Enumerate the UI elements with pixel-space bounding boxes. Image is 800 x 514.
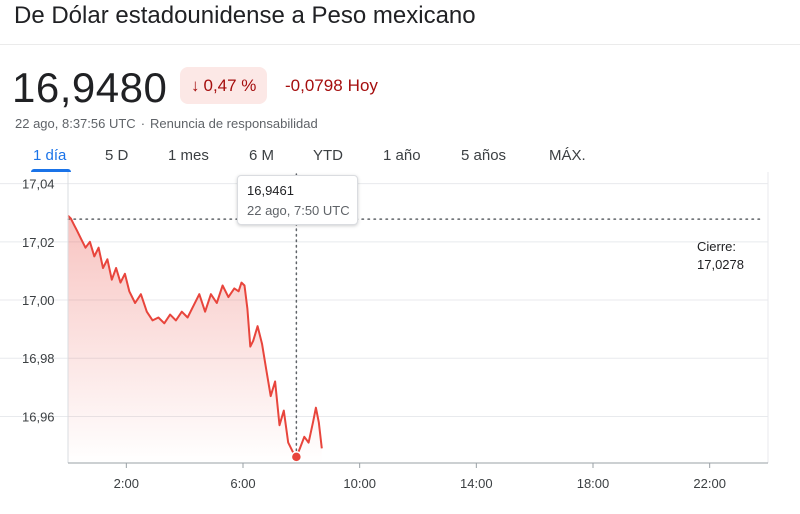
change-percent-badge: ↓ 0,47 % bbox=[180, 67, 268, 104]
x-tick-label: 14:00 bbox=[460, 476, 493, 491]
arrow-down-icon: ↓ bbox=[191, 76, 200, 95]
title-divider bbox=[0, 44, 800, 45]
price-meta: 22 ago, 8:37:56 UTC · Renuncia de responsa… bbox=[15, 116, 318, 131]
time-range-tabs: 1 día 5 D 1 mes 6 M YTD 1 año 5 años MÁX… bbox=[0, 142, 800, 172]
x-tick-label: 10:00 bbox=[343, 476, 376, 491]
y-tick-label: 16,98 bbox=[22, 351, 55, 366]
tab-max[interactable]: MÁX. bbox=[549, 147, 586, 164]
price-timestamp: 22 ago, 8:37:56 UTC bbox=[15, 116, 136, 131]
change-percent-value: 0,47 % bbox=[203, 75, 257, 95]
current-price: 16,9480 bbox=[12, 64, 168, 111]
x-tick-label: 22:00 bbox=[693, 476, 726, 491]
tooltip-price: 16,9461 bbox=[247, 183, 294, 198]
hover-point bbox=[290, 451, 303, 463]
previous-close-title: Cierre: bbox=[697, 239, 737, 254]
tab-1-year[interactable]: 1 año bbox=[383, 147, 421, 164]
previous-close-label: Cierre: 17,0278 bbox=[697, 238, 744, 274]
tooltip-time: 22 ago, 7:50 UTC bbox=[247, 203, 350, 218]
y-tick-label: 17,04 bbox=[22, 177, 55, 192]
x-tick-label: 6:00 bbox=[230, 476, 255, 491]
meta-separator: · bbox=[140, 116, 146, 131]
page-title: De Dólar estadounidense a Peso mexicano bbox=[14, 2, 476, 29]
y-tick-label: 17,00 bbox=[22, 293, 55, 308]
tab-6-months[interactable]: 6 M bbox=[249, 147, 275, 164]
tab-5-days[interactable]: 5 D bbox=[105, 147, 129, 164]
price-chart[interactable]: 16,96 16,98 17,00 17,02 17,04 2:00 6:00 10:00 14… bbox=[0, 172, 800, 514]
series-line bbox=[67, 214, 323, 458]
tab-ytd[interactable]: YTD bbox=[313, 147, 343, 164]
price-chart-svg: 16,96 16,98 17,00 17,02 17,04 2:00 6:00 10:00 14… bbox=[0, 172, 769, 491]
x-tick-label: 2:00 bbox=[114, 476, 139, 491]
tab-1-month[interactable]: 1 mes bbox=[168, 147, 209, 164]
change-period-label: Hoy bbox=[347, 76, 378, 95]
hover-tooltip: 16,9461 22 ago, 7:50 UTC bbox=[237, 175, 358, 225]
y-tick-label: 17,02 bbox=[22, 235, 55, 250]
tab-5-years[interactable]: 5 años bbox=[461, 147, 507, 164]
tab-1-day[interactable]: 1 día bbox=[33, 147, 67, 164]
series-area bbox=[68, 215, 322, 463]
disclaimer-link[interactable]: Renuncia de responsabilidad bbox=[150, 116, 318, 131]
change-absolute: -0,0798 Hoy bbox=[285, 76, 378, 96]
x-tick-label: 18:00 bbox=[577, 476, 610, 491]
active-tab-indicator bbox=[31, 169, 71, 172]
change-absolute-value: -0,0798 bbox=[285, 76, 343, 95]
previous-close-value: 17,0278 bbox=[697, 257, 744, 272]
y-tick-label: 16,96 bbox=[22, 409, 55, 424]
